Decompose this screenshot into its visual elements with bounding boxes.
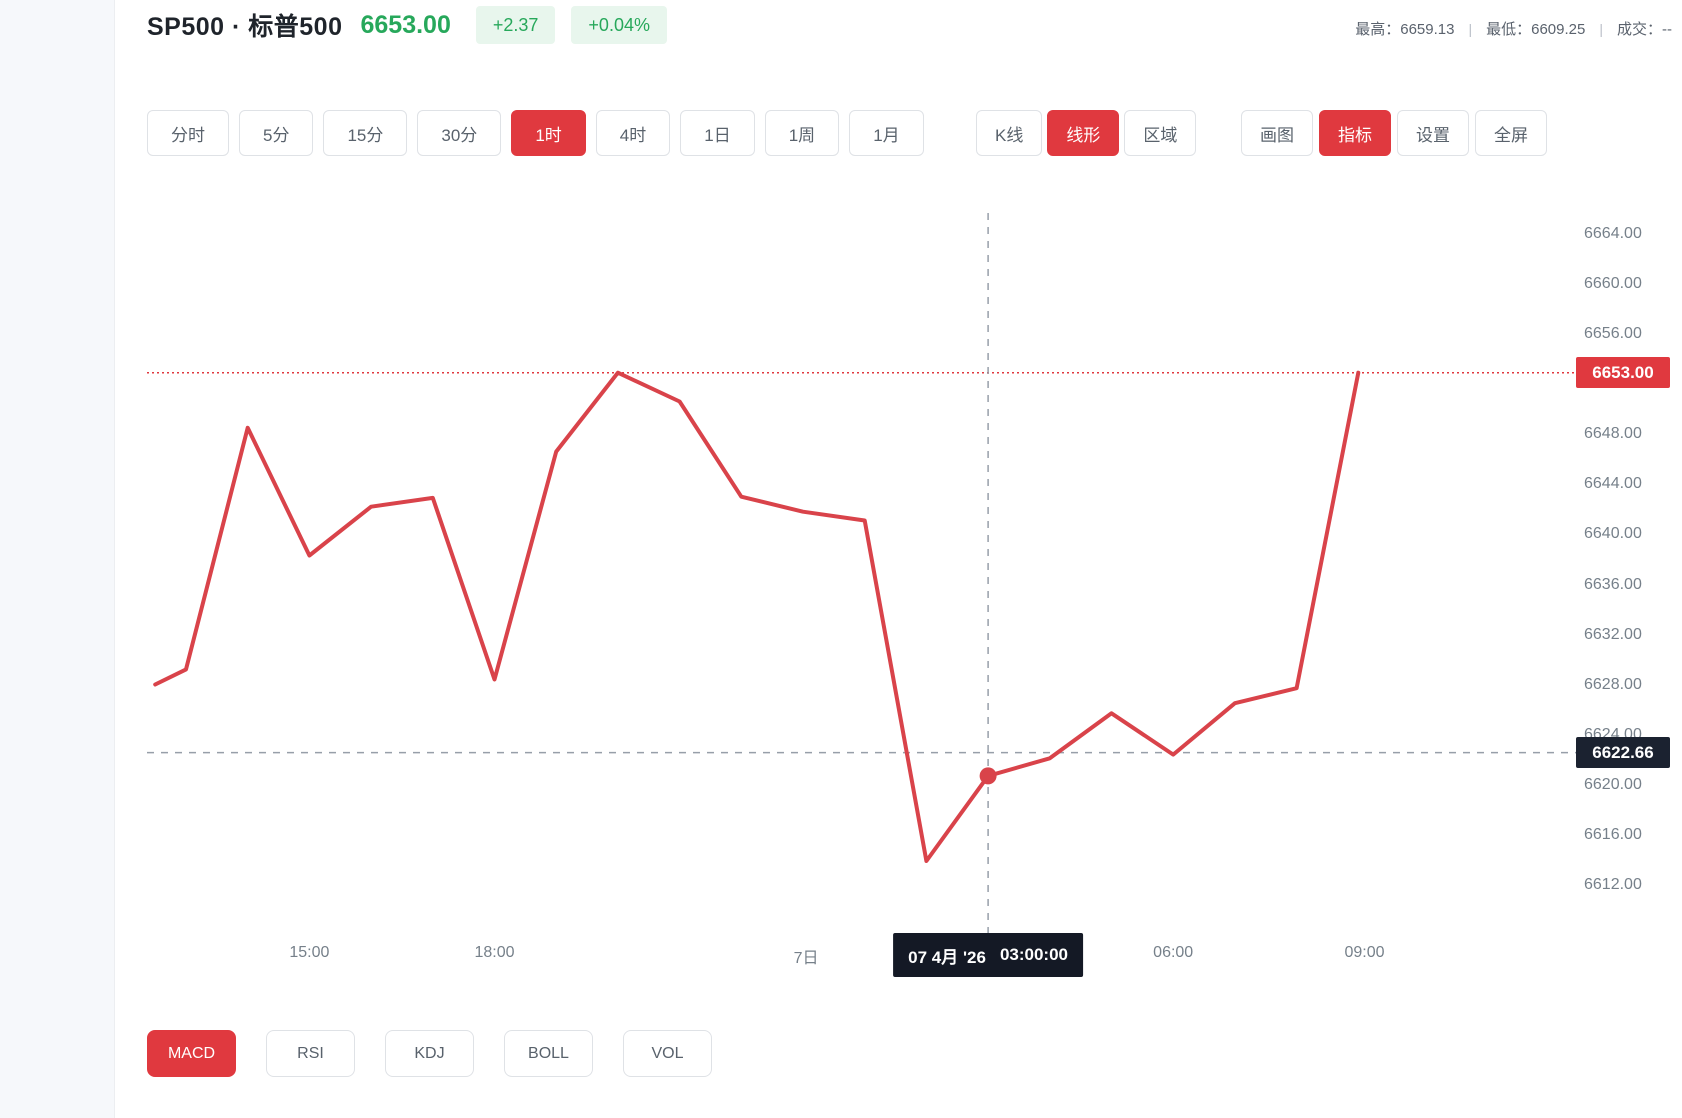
change-percent-badge: +0.04% bbox=[571, 6, 667, 44]
y-axis-label: 6628.00 bbox=[1584, 675, 1642, 693]
instrument-header: SP500 · 标普500 6653.00 +2.37 +0.04% bbox=[147, 6, 667, 44]
period-button-5min[interactable]: 5分 bbox=[239, 110, 314, 156]
y-axis-label: 6656.00 bbox=[1584, 325, 1642, 343]
chart-type-button-line[interactable]: 线形 bbox=[1047, 110, 1120, 156]
current-price-badge: 6653.00 bbox=[1576, 357, 1670, 389]
period-button-1h[interactable]: 1时 bbox=[511, 110, 586, 156]
period-button-4h[interactable]: 4时 bbox=[595, 110, 671, 156]
crosshair-time-tooltip: 07 4月 '26 03:00:00 bbox=[893, 933, 1084, 977]
period-button-1week[interactable]: 1周 bbox=[764, 110, 840, 156]
y-axis-label: 6616.00 bbox=[1584, 825, 1642, 843]
y-axis-label: 6660.00 bbox=[1584, 275, 1642, 293]
crosshair-dot bbox=[979, 767, 997, 785]
last-price: 6653.00 bbox=[360, 10, 451, 39]
indicator-button-vol[interactable]: VOL bbox=[623, 1030, 712, 1077]
indicator-button-boll[interactable]: BOLL bbox=[504, 1030, 593, 1077]
y-axis-label: 6636.00 bbox=[1584, 575, 1642, 593]
session-stats: 最高：6659.13 | 最低：6609.25 | 成交：-- bbox=[1355, 18, 1672, 39]
y-axis-label: 6644.00 bbox=[1584, 475, 1642, 493]
crosshair-date: 07 4月 '26 bbox=[908, 947, 986, 967]
tool-button-fullscreen[interactable]: 全屏 bbox=[1475, 110, 1547, 156]
stats-divider: | bbox=[1599, 20, 1603, 37]
period-button-1month[interactable]: 1月 bbox=[849, 110, 924, 156]
indicator-button-kdj[interactable]: KDJ bbox=[385, 1030, 474, 1077]
period-button-15min[interactable]: 15分 bbox=[323, 110, 408, 156]
left-sidebar bbox=[0, 0, 115, 1118]
y-axis-label: 6664.00 bbox=[1584, 225, 1642, 242]
tool-button-group: 画图 指标 设置 全屏 bbox=[1241, 110, 1547, 156]
tool-button-settings[interactable]: 设置 bbox=[1397, 110, 1469, 156]
indicator-button-macd[interactable]: MACD bbox=[147, 1030, 236, 1077]
period-button-1day[interactable]: 1日 bbox=[680, 110, 755, 156]
x-axis-label: 06:00 bbox=[1153, 944, 1194, 961]
stat-item: 最高：6659.13 bbox=[1355, 21, 1455, 38]
price-line bbox=[153, 370, 1361, 863]
y-axis-label: 6620.00 bbox=[1584, 775, 1642, 793]
chart-type-button-candle[interactable]: K线 bbox=[976, 110, 1043, 156]
stat-item: 最低：6609.25 bbox=[1486, 21, 1586, 38]
chart-type-button-group: K线 线形 区域 bbox=[976, 110, 1197, 156]
y-axis-label: 6640.00 bbox=[1584, 525, 1642, 543]
crosshair-price-badge: 6622.66 bbox=[1576, 737, 1670, 769]
x-axis-label: 7日 bbox=[793, 950, 819, 967]
period-button-group: 分时 5分 15分 30分 1时 4时 1日 1周 1月 bbox=[147, 110, 924, 156]
y-axis-label: 6648.00 bbox=[1584, 425, 1642, 443]
tool-button-indicator[interactable]: 指标 bbox=[1319, 110, 1391, 156]
x-axis-label: 09:00 bbox=[1344, 944, 1385, 961]
x-axis-label: 15:00 bbox=[289, 944, 330, 961]
indicator-button-rsi[interactable]: RSI bbox=[266, 1030, 355, 1077]
crosshair-time: 03:00:00 bbox=[999, 945, 1069, 964]
tool-button-draw[interactable]: 画图 bbox=[1241, 110, 1313, 156]
x-axis-label: 18:00 bbox=[474, 944, 515, 961]
y-axis-label: 6612.00 bbox=[1584, 876, 1642, 894]
period-button-minute[interactable]: 分时 bbox=[147, 110, 229, 156]
stats-divider: | bbox=[1468, 20, 1473, 37]
period-button-30min[interactable]: 30分 bbox=[417, 110, 502, 156]
symbol-title: SP500 · 标普500 bbox=[147, 13, 343, 41]
change-badge: +2.37 bbox=[475, 6, 556, 44]
indicator-button-group: MACD RSI KDJ BOLL VOL bbox=[147, 1030, 712, 1077]
chart-type-button-area[interactable]: 区域 bbox=[1124, 110, 1197, 156]
stat-item: 成交：-- bbox=[1617, 21, 1672, 38]
y-axis-label: 6632.00 bbox=[1584, 625, 1642, 643]
